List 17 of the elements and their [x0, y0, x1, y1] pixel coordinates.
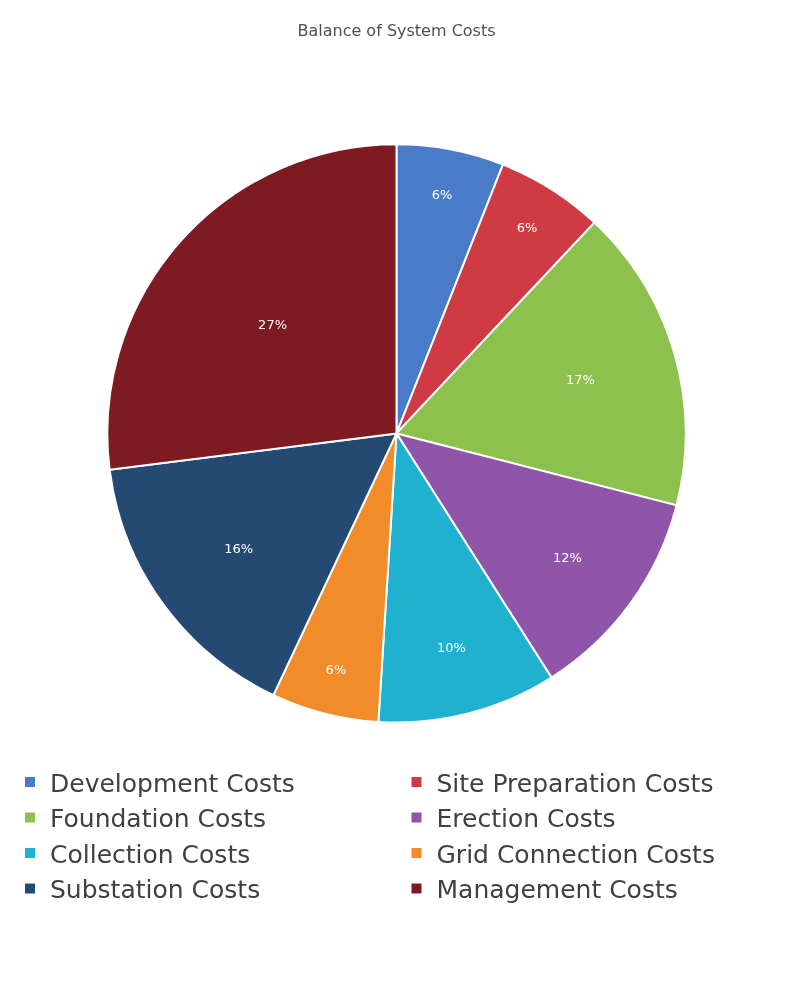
data-label: 10% — [436, 639, 466, 655]
legend-label: Development Costs — [50, 768, 295, 798]
data-label: 17% — [566, 372, 595, 388]
legend-label: Erection Costs — [436, 804, 616, 834]
legend-label: Management Costs — [436, 875, 678, 905]
legend-label: Collection Costs — [50, 839, 251, 869]
legend-label: Foundation Costs — [50, 804, 267, 834]
legend-label: Grid Connection Costs — [436, 839, 715, 869]
legend-label: Site Preparation Costs — [436, 768, 714, 798]
data-label: 12% — [553, 550, 582, 566]
chart-title: Balance of System Costs — [297, 21, 496, 41]
data-label: 6% — [431, 186, 453, 202]
data-label: 27% — [258, 316, 288, 332]
data-label: 16% — [224, 540, 254, 556]
legend-label: Substation Costs — [50, 875, 261, 905]
data-label: 6% — [325, 661, 347, 677]
data-label: 6% — [516, 220, 538, 236]
